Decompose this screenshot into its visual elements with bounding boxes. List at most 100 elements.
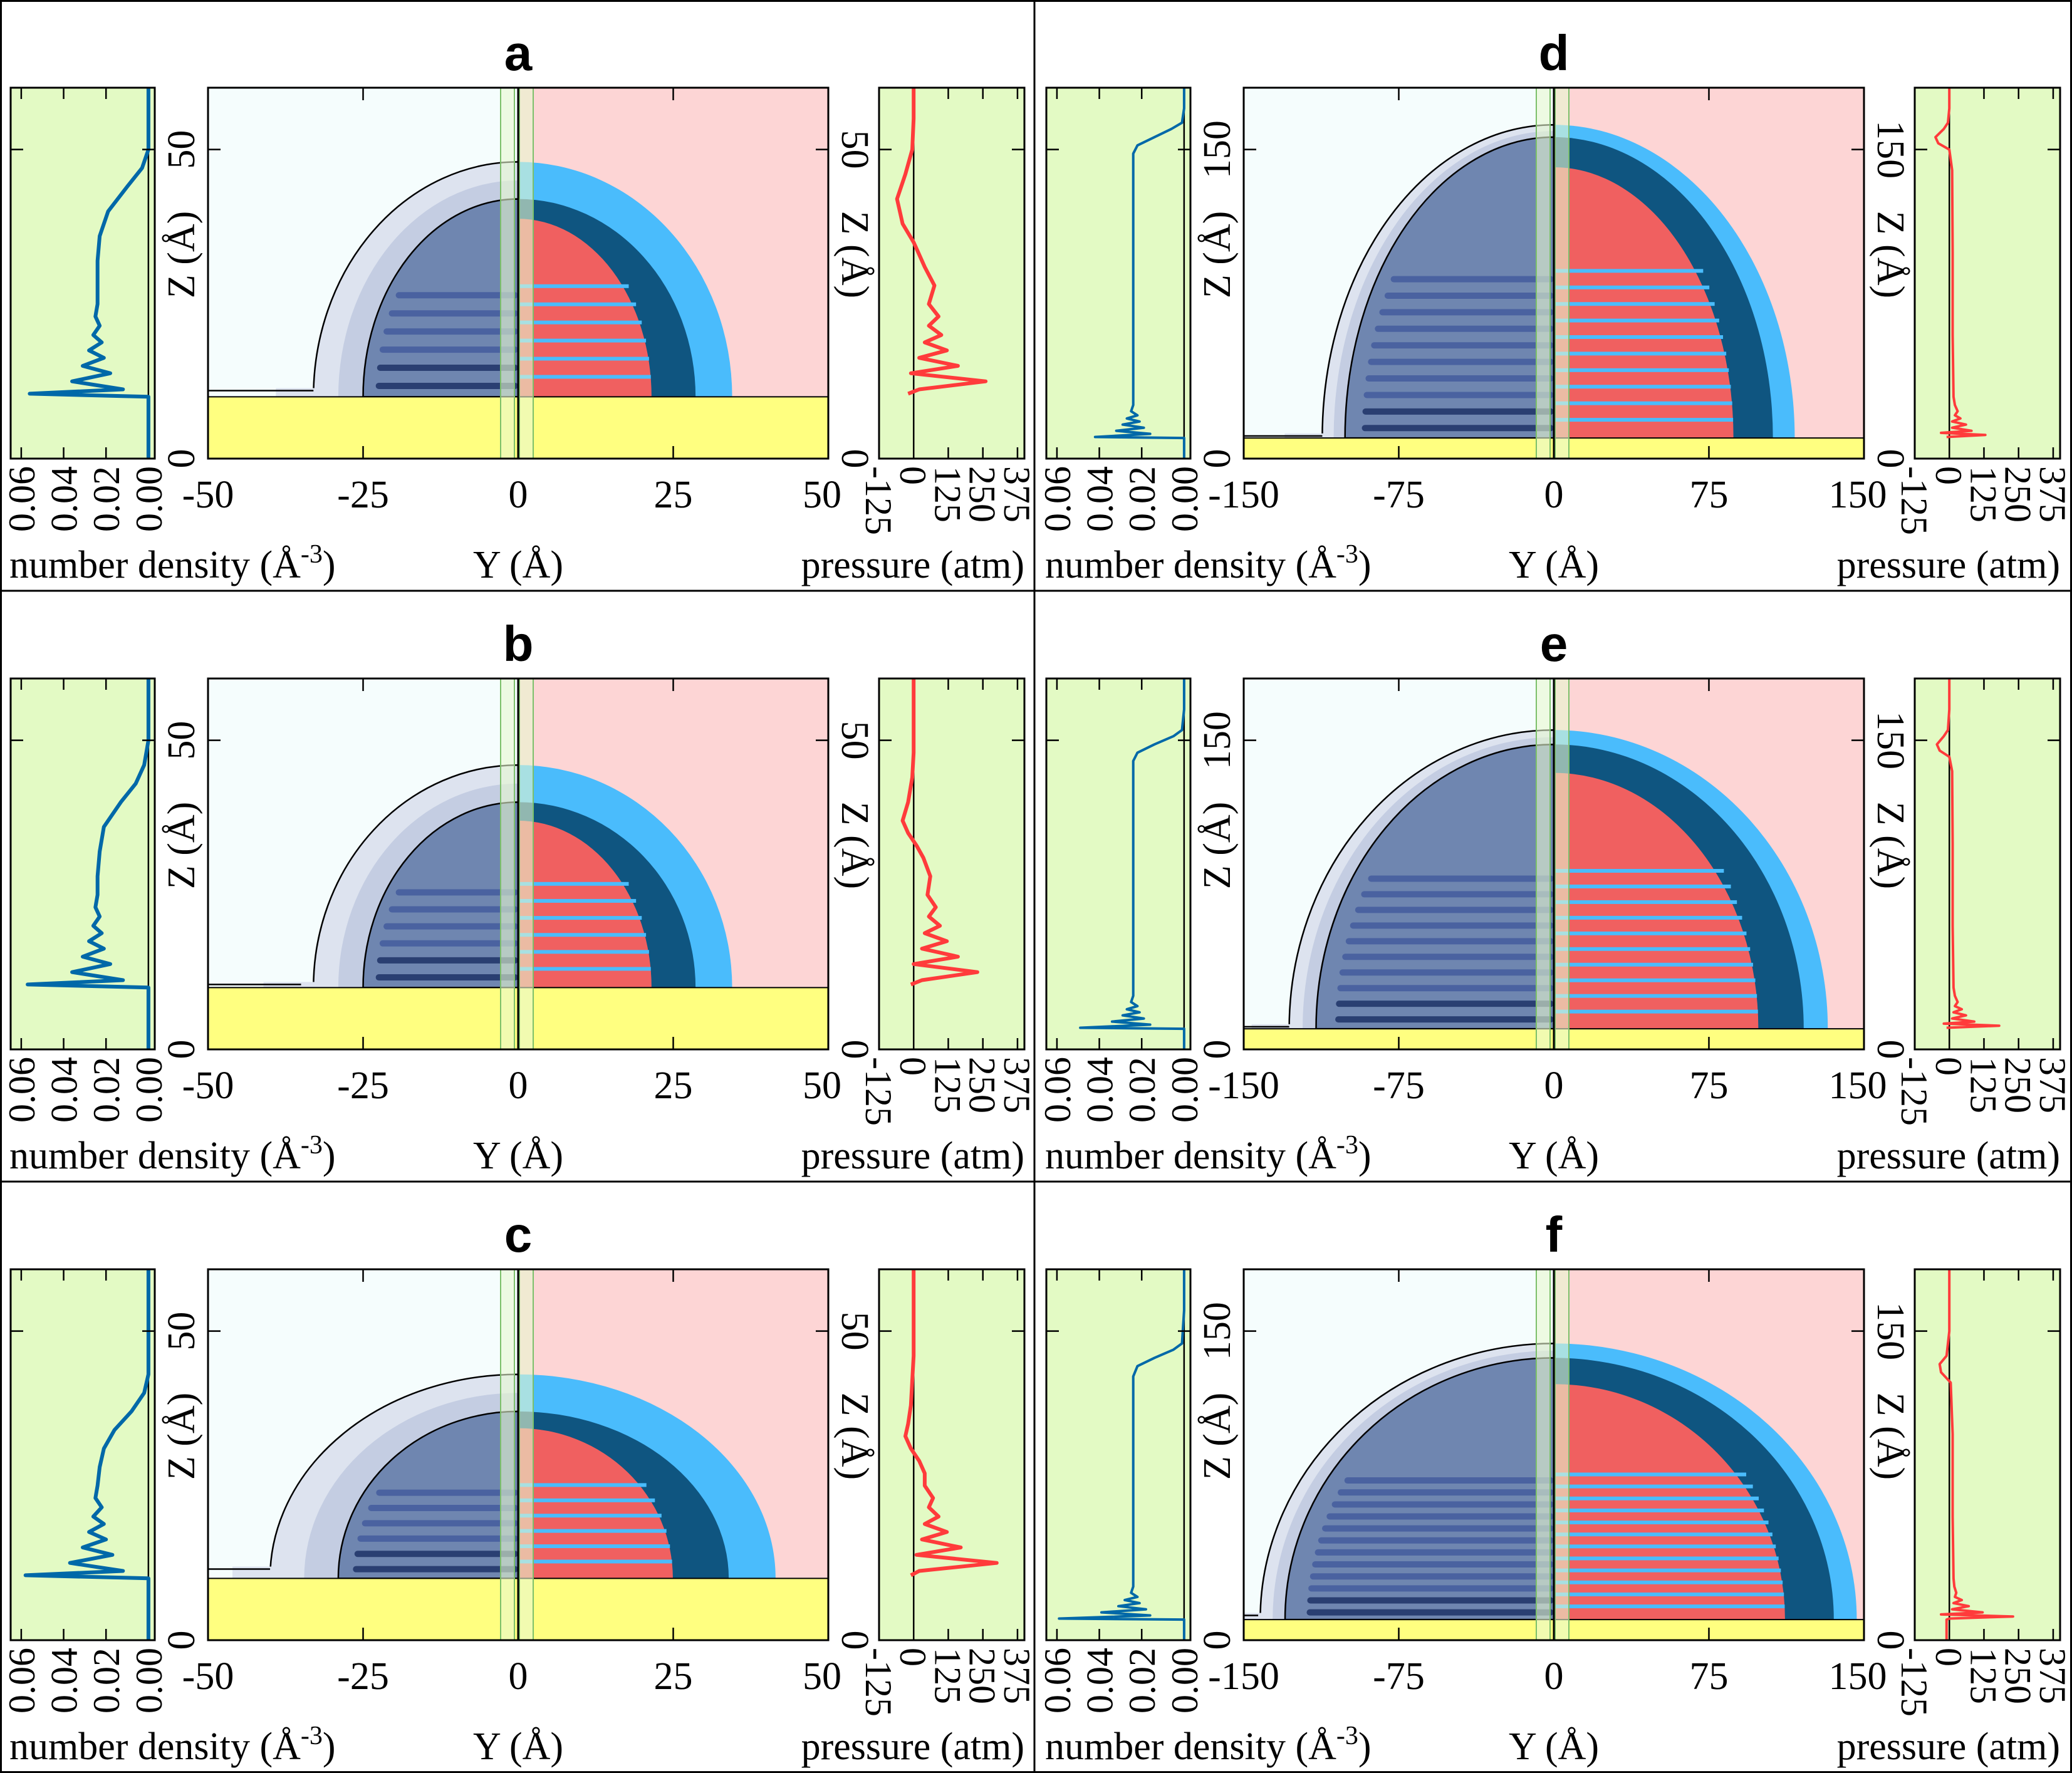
density-x-axis-label: number density (Å-3) bbox=[1045, 1131, 1372, 1177]
pressure-layer-stripe bbox=[518, 1544, 670, 1549]
right-y-tick-label: 0 bbox=[833, 1631, 876, 1650]
midline-strip-right bbox=[519, 1269, 534, 1640]
density-label-text: number density (Å bbox=[9, 544, 301, 586]
left-y-axis-label: Z (Å) bbox=[1196, 802, 1239, 889]
pressure-layer-stripe bbox=[1554, 1532, 1773, 1537]
density-profile-background bbox=[11, 679, 155, 1049]
pressure-layer-stripe bbox=[1554, 947, 1751, 951]
left-y-axis-label: Z (Å) bbox=[160, 802, 203, 889]
midline-strip-left bbox=[500, 88, 515, 459]
pressure-core bbox=[518, 820, 652, 988]
density-x-tick-label: 0.06 bbox=[1, 466, 43, 532]
panel-a: a-50 -25 0 25 500 050 50Z (Å) Z (Å)Y (Å)0.06 0.0… bbox=[1, 25, 1038, 586]
density-label-close: ) bbox=[1358, 544, 1372, 586]
main-x-tick-label: 50 bbox=[803, 474, 841, 516]
midline-strip-left bbox=[1536, 88, 1551, 459]
main-x-tick-label: -150 bbox=[1208, 474, 1279, 516]
pressure-profile-frame bbox=[1913, 677, 2061, 1051]
density-layer-stripe bbox=[354, 1551, 518, 1557]
main-x-axis-label: Y (Å) bbox=[1509, 1135, 1599, 1177]
right-y-axis-label: Z (Å) bbox=[833, 802, 876, 889]
panel-letter: d bbox=[1539, 25, 1570, 81]
pressure-profile-frame bbox=[1913, 1268, 2061, 1641]
left-y-tick-label: 50 bbox=[160, 1312, 203, 1351]
midline-strip-left bbox=[500, 1269, 515, 1640]
pressure-core bbox=[1554, 1384, 1785, 1620]
pressure-x-tick-label: 250 bbox=[962, 1648, 1003, 1704]
left-y-tick-label: 50 bbox=[160, 130, 203, 169]
main-x-tick-label: 0 bbox=[1544, 1064, 1564, 1107]
density-layer-stripe bbox=[383, 923, 518, 930]
main-x-tick-label: 25 bbox=[654, 474, 693, 516]
main-x-tick-label: 0 bbox=[509, 474, 528, 516]
density-profile-background bbox=[11, 88, 155, 459]
density-layer-stripe bbox=[1371, 342, 1554, 349]
density-profile-line bbox=[1093, 88, 1185, 459]
pressure-x-tick-label: 0 bbox=[892, 1648, 934, 1666]
pressure-profile-background bbox=[879, 1269, 1024, 1640]
pressure-profile-frame bbox=[878, 86, 1026, 460]
pressure-layer-stripe bbox=[518, 356, 649, 361]
pressure-x-tick-label: -125 bbox=[858, 1057, 899, 1126]
density-layer-stripe bbox=[1362, 408, 1554, 415]
density-layer-stripe bbox=[1375, 325, 1554, 332]
density-x-tick-label: 0.00 bbox=[128, 1648, 170, 1713]
main-x-tick-label: 0 bbox=[509, 1655, 528, 1698]
left-y-tick-label: 150 bbox=[1196, 1302, 1239, 1360]
pressure-x-tick-label: 125 bbox=[927, 1648, 968, 1704]
pressure-x-tick-label: 250 bbox=[1997, 1648, 2039, 1704]
pressure-x-axis-label: pressure (atm) bbox=[801, 544, 1024, 586]
density-layer-stripe bbox=[1339, 969, 1554, 976]
midline-strip-right bbox=[519, 679, 534, 1049]
main-x-tick-label: -150 bbox=[1208, 1655, 1279, 1698]
main-x-tick-label: -150 bbox=[1208, 1064, 1279, 1107]
pressure-layer-stripe bbox=[1554, 1009, 1758, 1014]
pressure-layer-stripe bbox=[1554, 285, 1710, 289]
density-layer-stripe bbox=[377, 957, 518, 964]
density-profile-line bbox=[26, 679, 150, 1049]
density-label-exponent: -3 bbox=[301, 540, 323, 569]
pressure-layer-stripe bbox=[1554, 335, 1724, 340]
density-x-tick-label: 0.02 bbox=[1122, 1057, 1163, 1123]
density-layer-stripe bbox=[1361, 425, 1554, 432]
pressure-x-tick-label: -125 bbox=[1893, 1648, 1935, 1717]
density-x-tick-label: 0.04 bbox=[1080, 466, 1121, 532]
density-x-tick-label: 0.04 bbox=[44, 466, 85, 532]
left-y-tick-label: 0 bbox=[160, 1040, 203, 1059]
pressure-core bbox=[518, 1428, 673, 1579]
midline-strip-right bbox=[1554, 679, 1570, 1049]
pressure-layer-stripe bbox=[1554, 1556, 1779, 1561]
density-layer-stripe bbox=[1390, 276, 1554, 283]
density-layer-stripe bbox=[1379, 309, 1554, 316]
density-x-tick-label: 0.02 bbox=[1122, 1648, 1163, 1713]
left-y-axis-label: Z (Å) bbox=[1196, 1393, 1239, 1480]
density-profile-line bbox=[1079, 679, 1185, 1049]
density-label-exponent: -3 bbox=[1336, 540, 1358, 569]
main-x-tick-label: 25 bbox=[654, 1064, 693, 1107]
density-layer-stripe bbox=[1350, 922, 1554, 929]
density-label-text: number density (Å bbox=[1045, 544, 1336, 586]
left-y-axis-label: Z (Å) bbox=[1196, 211, 1239, 298]
density-label-exponent: -3 bbox=[301, 1131, 323, 1160]
main-x-tick-label: 50 bbox=[803, 1655, 841, 1698]
pressure-layer-stripe bbox=[1554, 962, 1753, 967]
pressure-x-axis-label: pressure (atm) bbox=[801, 1135, 1024, 1177]
pressure-x-tick-label: -125 bbox=[1893, 466, 1935, 535]
pressure-layer-stripe bbox=[1554, 1521, 1769, 1525]
density-layer-stripe bbox=[353, 1566, 518, 1573]
density-layer-stripe bbox=[1368, 358, 1554, 365]
pressure-layer-stripe bbox=[1554, 401, 1732, 405]
pressure-x-tick-label: 375 bbox=[2032, 1648, 2072, 1704]
density-layer-stripe bbox=[1344, 1477, 1554, 1484]
pressure-x-tick-label: -125 bbox=[858, 466, 899, 535]
main-x-tick-label: 150 bbox=[1829, 1655, 1887, 1698]
density-x-tick-label: 0.00 bbox=[1164, 1057, 1205, 1123]
pressure-layer-stripe bbox=[1554, 1604, 1785, 1609]
density-layer-stripe bbox=[357, 1535, 518, 1542]
density-label-close: ) bbox=[323, 1725, 336, 1768]
density-layer-stripe bbox=[1365, 375, 1554, 382]
main-x-tick-label: 75 bbox=[1690, 1064, 1729, 1107]
precursor-film bbox=[1251, 1024, 1335, 1029]
pressure-layer-stripe bbox=[1554, 931, 1747, 935]
pressure-x-tick-label: 375 bbox=[996, 1057, 1038, 1113]
